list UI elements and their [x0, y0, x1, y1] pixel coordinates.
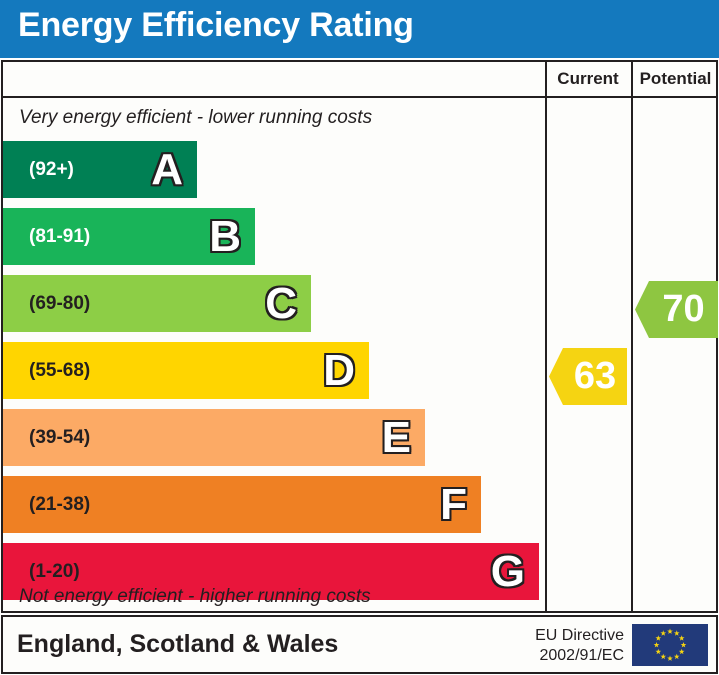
band-letter-e: E — [381, 412, 412, 462]
rating-marker-current: 63 — [549, 348, 627, 405]
band-range-c: (69-80) — [29, 293, 91, 314]
column-divider-right — [631, 98, 633, 613]
band-letter-c: C — [264, 278, 298, 328]
table-header-row: Current Potential — [3, 62, 716, 98]
band-range-d: (55-68) — [29, 360, 91, 381]
band-letter-a: A — [150, 144, 184, 194]
band-range-f: (21-38) — [29, 494, 91, 515]
footer-directive: EU Directive 2002/91/EC — [535, 626, 624, 666]
footer-directive-line1: EU Directive — [535, 627, 624, 644]
eu-flag-icon — [632, 624, 708, 666]
band-bar-f: (21-38) F — [3, 476, 481, 533]
band-bar-d: (55-68) D — [3, 342, 369, 399]
caption-efficient: Very energy efficient - lower running co… — [19, 107, 373, 128]
band-range-b: (81-91) — [29, 226, 91, 247]
caption-inefficient: Not energy efficient - higher running co… — [19, 586, 371, 607]
band-letter-b: B — [208, 211, 242, 261]
footer-bar: England, Scotland & Wales EU Directive 2… — [1, 615, 718, 674]
band-bars: (92+) A (81-91) B (69-80) C (55-68) D (39-54) E (2… — [3, 62, 545, 613]
rating-table: Current Potential Very energy efficient … — [1, 60, 718, 613]
rating-marker-potential: 70 — [635, 281, 718, 338]
rating-value-current: 63 — [573, 355, 617, 397]
band-bar-a: (92+) A — [3, 141, 197, 198]
chart-header-bar: Energy Efficiency Rating — [0, 0, 719, 58]
band-range-e: (39-54) — [29, 427, 91, 448]
page-title: Energy Efficiency Rating — [18, 6, 414, 44]
column-header-potential: Potential — [631, 62, 718, 96]
rating-value-potential: 70 — [662, 288, 705, 330]
footer-region-label: England, Scotland & Wales — [17, 630, 339, 658]
footer-directive-line2: 2002/91/EC — [539, 647, 624, 664]
column-header-current: Current — [545, 62, 629, 96]
band-range-g: (1-20) — [29, 561, 80, 582]
band-bar-c: (69-80) C — [3, 275, 311, 332]
band-range-a: (92+) — [29, 159, 74, 180]
band-letter-g: G — [490, 546, 526, 596]
band-bar-e: (39-54) E — [3, 409, 425, 466]
band-letter-d: D — [322, 345, 356, 395]
band-letter-f: F — [439, 479, 468, 529]
band-bar-g: (1-20) G — [3, 543, 539, 600]
column-divider-left — [545, 98, 547, 613]
band-bar-b: (81-91) B — [3, 208, 255, 265]
